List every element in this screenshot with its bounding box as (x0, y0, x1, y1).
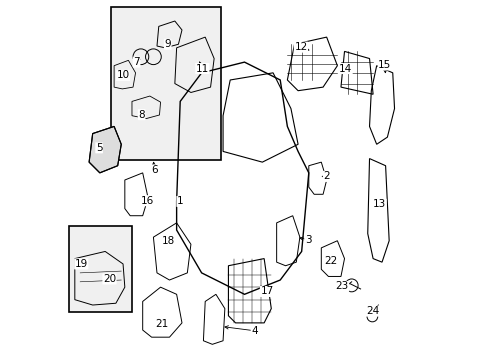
Text: 9: 9 (164, 39, 171, 49)
Text: 14: 14 (338, 64, 351, 73)
Text: 3: 3 (304, 235, 311, 245)
Text: 24: 24 (365, 306, 378, 316)
Bar (110, 7, 221, 160)
Text: 11: 11 (195, 64, 208, 73)
Text: 21: 21 (155, 319, 168, 329)
Text: 1: 1 (177, 197, 183, 206)
Text: 20: 20 (102, 274, 116, 284)
Polygon shape (89, 126, 121, 173)
Bar (69, 226, 132, 312)
Text: 6: 6 (150, 165, 157, 175)
Text: 16: 16 (141, 196, 154, 206)
Text: 18: 18 (162, 237, 175, 247)
Text: 13: 13 (372, 199, 386, 209)
Text: 10: 10 (116, 70, 129, 80)
Text: 5: 5 (96, 143, 102, 153)
Text: 15: 15 (378, 60, 391, 70)
Text: 4: 4 (251, 326, 257, 336)
Text: 23: 23 (335, 282, 348, 292)
Text: 12: 12 (294, 42, 307, 52)
Text: 19: 19 (75, 259, 88, 269)
Text: 2: 2 (323, 171, 329, 181)
Text: 7: 7 (133, 57, 140, 67)
Text: 8: 8 (138, 110, 144, 120)
Text: 22: 22 (324, 256, 337, 266)
Text: 17: 17 (260, 287, 273, 296)
